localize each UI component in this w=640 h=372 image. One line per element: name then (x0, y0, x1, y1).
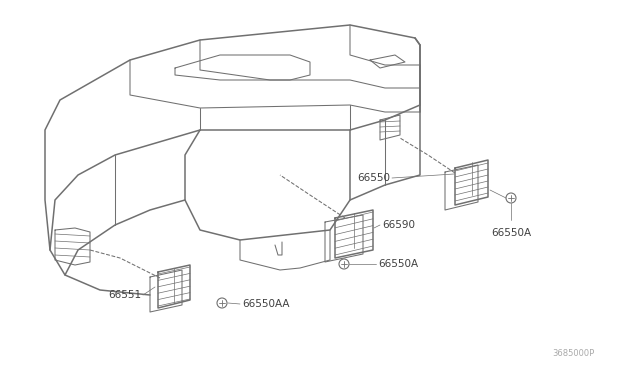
Text: 66550A: 66550A (378, 259, 418, 269)
Text: 66550AA: 66550AA (242, 299, 289, 309)
Text: 66550: 66550 (357, 173, 390, 183)
Text: 66551: 66551 (108, 290, 141, 300)
Text: 66550A: 66550A (491, 228, 531, 238)
Text: 66590: 66590 (382, 220, 415, 230)
Text: 3685000P: 3685000P (553, 349, 595, 357)
